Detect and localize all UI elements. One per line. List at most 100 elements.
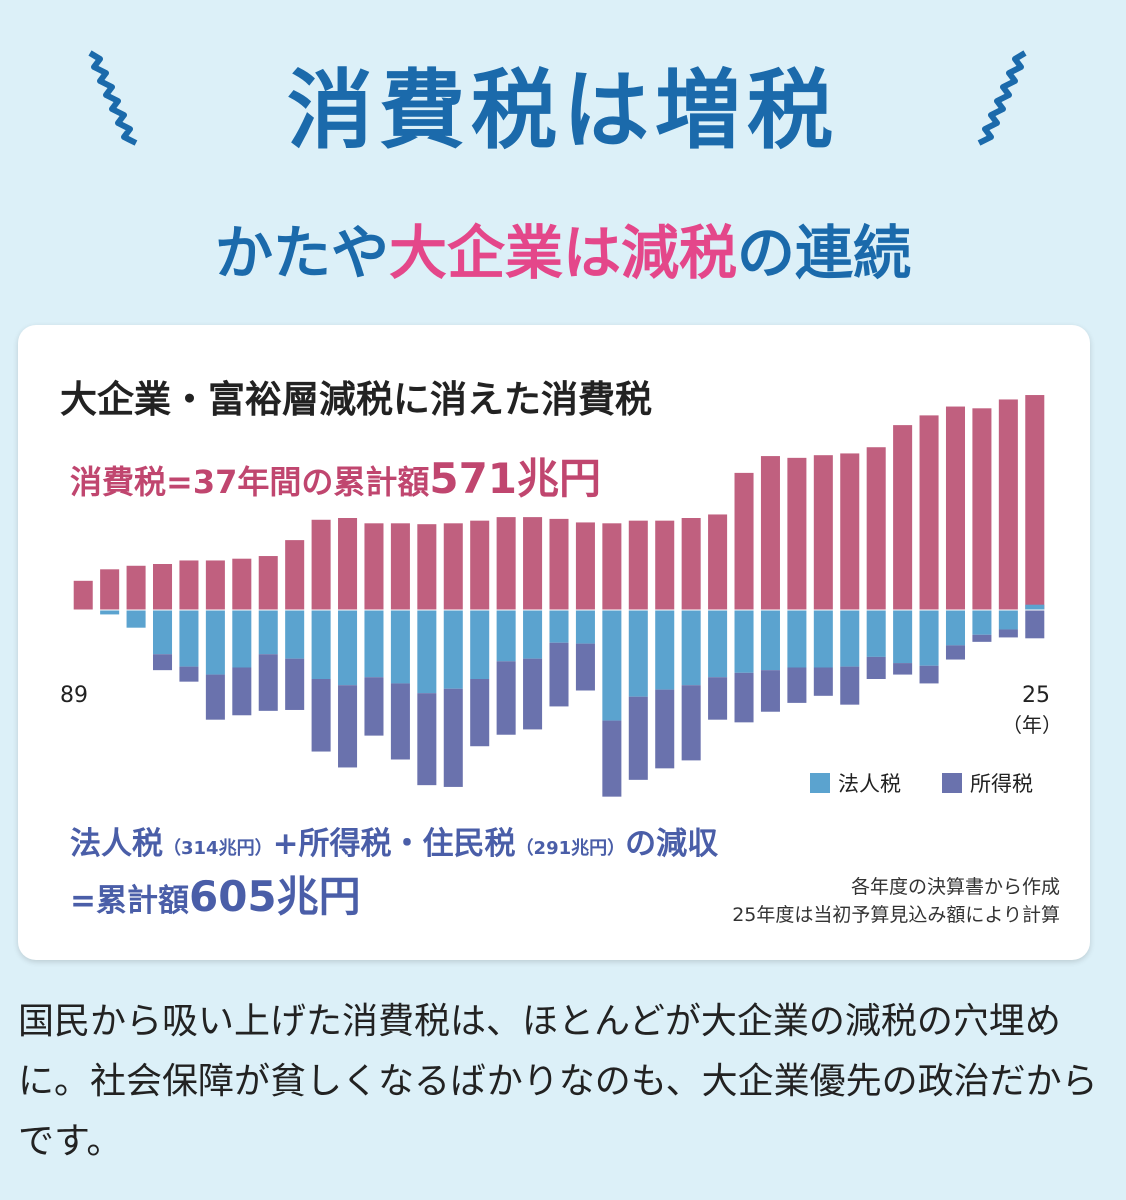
consumption-bar-2014 — [734, 472, 754, 610]
corporate-bar-2019 — [866, 610, 886, 657]
corporate-bar-2004 — [470, 610, 490, 679]
chart-card: 大企業・富裕層減税に消えた消費税 消費税=37年間の累計額571兆円 89 25 （… — [18, 325, 1090, 960]
corporate-bar-2014 — [734, 610, 754, 673]
income-bar-2010 — [628, 696, 648, 780]
corporate-bar-2022 — [945, 610, 966, 646]
reduction-note: 法人税（314兆円）+所得税・住民税（291兆円）の減収 =累計額605兆円 — [70, 820, 718, 925]
income-tax-amount: （291兆円） — [515, 838, 626, 859]
income-bar-1995 — [232, 667, 252, 716]
x-unit-label: （年） — [1002, 713, 1062, 737]
consumption-bar-2015 — [760, 456, 780, 610]
legend-corporate-swatch — [810, 773, 830, 793]
body-text: 国民から吸い上げた消費税は、ほとんどが大企業の減税の穴埋めに。社会保障が貧しくな… — [18, 1001, 1098, 1162]
corporate-bar-2020 — [893, 610, 913, 664]
reduction-text: の減収 — [625, 826, 719, 862]
consumption-bar-2021 — [919, 415, 939, 610]
income-bar-2012 — [681, 685, 701, 761]
income-bar-2020 — [893, 663, 913, 675]
chart-title: 大企業・富裕層減税に消えた消費税 — [60, 378, 652, 421]
income-tax-text: +所得税・住民税 — [272, 826, 516, 862]
consumption-tax-note: 消費税=37年間の累計額571兆円 — [70, 445, 601, 506]
income-bar-2014 — [734, 672, 754, 723]
corporate-bar-2013 — [708, 610, 728, 678]
consumption-bar-2009 — [602, 523, 622, 610]
consumption-bar-1997 — [285, 540, 305, 610]
left-squiggle-icon — [88, 50, 138, 146]
consumption-bar-2025 — [1025, 395, 1045, 610]
income-bar-2016 — [787, 667, 807, 703]
income-bar-1997 — [285, 658, 305, 710]
subheadline-post: の連続 — [737, 219, 912, 287]
income-bar-2004 — [470, 679, 490, 747]
source-line-2: 25年度は当初予算見込み額により計算 — [732, 904, 1060, 926]
consumption-bar-1992 — [152, 564, 173, 610]
corporate-bar-1996 — [258, 610, 278, 655]
income-bar-2017 — [813, 667, 833, 696]
consumption-bar-2006 — [523, 517, 543, 610]
subheadline-pre: かたや — [214, 219, 389, 287]
reduction-note-line2: =累計額605兆円 — [70, 873, 718, 925]
corporate-bar-2002 — [417, 610, 437, 694]
consumption-bar-2005 — [496, 517, 516, 610]
corporate-bar-1990 — [100, 610, 120, 615]
consumption-bar-2020 — [893, 425, 913, 610]
corporate-bar-2009 — [602, 610, 622, 721]
consumption-bar-2018 — [840, 453, 860, 610]
consumption-bar-2010 — [628, 520, 648, 610]
income-bar-2001 — [390, 683, 410, 760]
corporate-bar-2006 — [523, 610, 543, 659]
income-bar-2000 — [364, 677, 384, 736]
consumption-bar-2008 — [575, 522, 595, 610]
consumption-bar-2000 — [364, 523, 384, 610]
corporate-bar-2017 — [813, 610, 833, 668]
income-bar-1994 — [205, 674, 225, 720]
corporate-bar-2008 — [575, 610, 595, 644]
corporate-bar-1999 — [338, 610, 358, 686]
income-bar-1996 — [258, 654, 278, 711]
legend-income-label: 所得税 — [970, 772, 1033, 796]
corporate-bar-2001 — [390, 610, 410, 684]
subheadline: かたや大企業は減税の連続 — [0, 206, 1126, 290]
corporate-bar-2003 — [443, 610, 463, 689]
corporate-bar-2018 — [840, 610, 860, 667]
corporate-bar-1998 — [311, 610, 331, 679]
consumption-bar-2004 — [470, 520, 490, 610]
corporate-bar-1991 — [126, 610, 146, 628]
income-bar-2024 — [998, 629, 1018, 638]
income-bar-2008 — [575, 643, 595, 691]
corporate-bar-1993 — [179, 610, 199, 667]
consumption-bar-1994 — [205, 560, 225, 610]
legend-corporate-label: 法人税 — [838, 772, 901, 796]
corporate-bar-2016 — [787, 610, 807, 668]
consumption-bar-2002 — [417, 524, 437, 610]
income-bar-2003 — [443, 688, 463, 787]
consumption-bar-2001 — [390, 523, 410, 610]
income-bar-2015 — [760, 670, 780, 712]
consumption-bar-2013 — [708, 514, 728, 610]
income-bar-2005 — [496, 661, 516, 735]
consumption-bar-2007 — [549, 518, 569, 610]
corporate-bar-2021 — [919, 610, 939, 666]
corporate-tax-text: 法人税 — [70, 826, 163, 862]
corporate-bar-2011 — [655, 610, 675, 690]
reduction-note-line1: 法人税（314兆円）+所得税・住民税（291兆円）の減収 — [70, 820, 718, 873]
income-bar-2013 — [708, 677, 728, 720]
corporate-bar-1994 — [205, 610, 225, 675]
consumption-bar-1995 — [232, 558, 252, 610]
corporate-bar-1997 — [285, 610, 305, 659]
corporate-bar-2015 — [760, 610, 780, 671]
corporate-tax-amount: （314兆円） — [163, 838, 273, 859]
consumption-bar-2023 — [972, 408, 992, 610]
income-bar-1992 — [152, 654, 173, 671]
consumption-bar-1990 — [100, 569, 120, 610]
corporate-bar-2024 — [998, 610, 1018, 630]
x-start-label: 89 — [60, 683, 88, 708]
corporate-bar-2010 — [628, 610, 648, 697]
consumption-bar-2011 — [655, 520, 675, 610]
consumption-bar-1996 — [258, 556, 278, 610]
income-bar-2002 — [417, 693, 437, 786]
income-bar-2019 — [866, 656, 886, 679]
income-bar-1999 — [338, 685, 358, 768]
consumption-bar-1998 — [311, 519, 331, 610]
x-end-label: 25 — [1022, 683, 1050, 708]
